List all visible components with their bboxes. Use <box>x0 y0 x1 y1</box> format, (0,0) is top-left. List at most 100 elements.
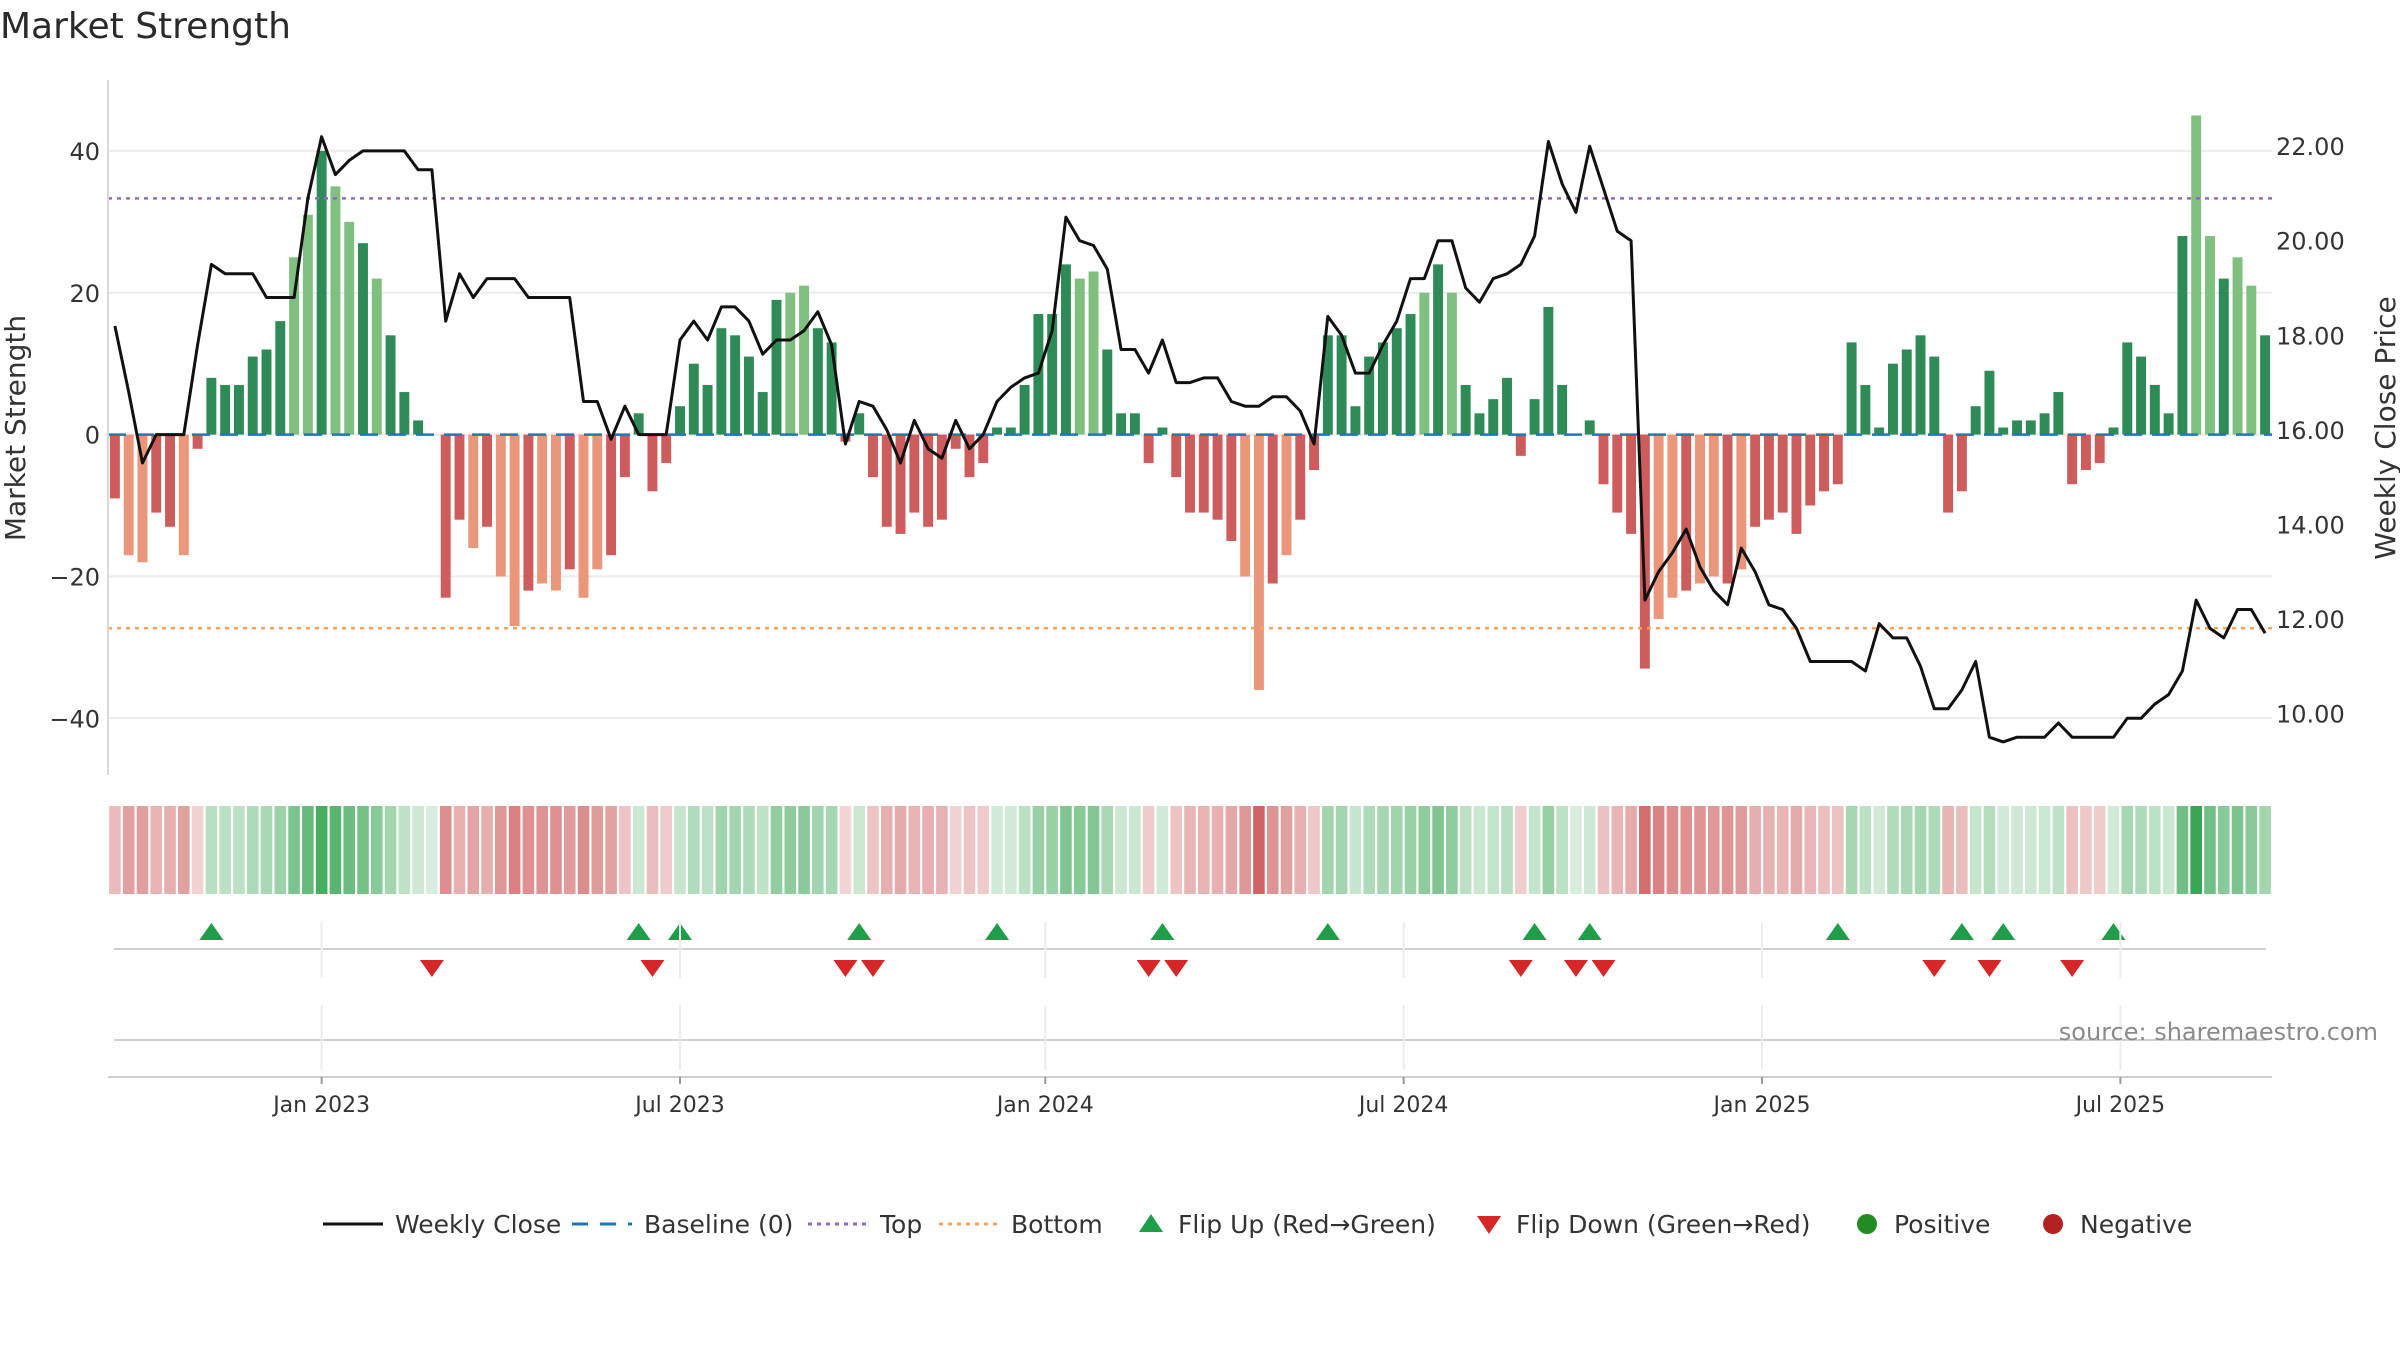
heat-strip-cell <box>1032 806 1045 894</box>
flip-up-marker <box>1315 923 1340 940</box>
strength-bar <box>1750 434 1761 527</box>
strength-bar <box>1887 363 1898 435</box>
strength-bar <box>688 363 699 435</box>
heat-strip-cell <box>1446 806 1458 894</box>
legend-label: Negative <box>2080 1210 2192 1239</box>
flip-down-marker <box>1563 960 1588 977</box>
heat-strip-cell <box>1184 806 1196 894</box>
heat-strip-cell <box>467 806 480 894</box>
flip-down-marker <box>1922 960 1947 977</box>
heat-strip-cell <box>894 806 907 894</box>
heat-strip-cell <box>1790 806 1803 894</box>
heat-strip-cell <box>1087 806 1100 894</box>
heat-strip-cell <box>1570 806 1582 894</box>
y2-tick-label: 12.00 <box>2276 606 2345 634</box>
y-tick-label: 40 <box>69 138 100 166</box>
heat-strip-cell <box>109 806 121 894</box>
legend-label: Baseline (0) <box>644 1210 793 1239</box>
strength-bar <box>247 356 258 435</box>
strength-bar <box>1446 292 1457 435</box>
heat-strip-cell <box>2052 806 2065 894</box>
y2-axis-label: Weekly Close Price <box>2369 296 2400 559</box>
heat-strip-cell <box>1983 806 1996 894</box>
strength-bar <box>1763 434 1774 520</box>
strength-bar <box>2012 420 2022 435</box>
strength-bar <box>330 186 341 435</box>
strength-bar <box>2232 257 2243 435</box>
heat-strip-cell <box>1211 806 1224 894</box>
strength-bar <box>302 214 313 435</box>
heat-strip-cell <box>357 806 369 894</box>
strength-bar <box>523 434 534 591</box>
strength-bar <box>1143 434 1154 463</box>
strength-bar <box>1350 406 1361 435</box>
strength-bar <box>1667 434 1678 598</box>
strength-bar <box>537 434 548 584</box>
flip-down-marker <box>1136 960 1161 977</box>
strength-bar <box>2094 434 2105 463</box>
heat-strip-cell <box>1763 806 1775 894</box>
strength-bar <box>2163 413 2174 435</box>
heat-strip-cell <box>1832 806 1844 894</box>
strength-bar <box>1502 377 1512 435</box>
strength-bar <box>992 427 1002 435</box>
strength-bar <box>785 292 796 435</box>
heat-strip-cell <box>1556 806 1568 894</box>
strength-bar <box>413 420 424 435</box>
heat-strip-cell <box>1997 806 2010 894</box>
heat-strip-cell <box>1542 806 1555 894</box>
heat-strip-cell <box>122 806 135 894</box>
heat-strip-cell <box>1115 806 1127 894</box>
y2-tick-label: 18.00 <box>2276 322 2345 350</box>
y-axis-label: Market Strength <box>0 315 32 541</box>
heat-strip-cell <box>1266 806 1279 894</box>
y2-tick-label: 16.00 <box>2276 417 2345 445</box>
strength-bar <box>109 434 120 499</box>
strength-bar <box>950 434 961 449</box>
strength-bar <box>371 278 382 435</box>
flip-down-marker <box>1591 960 1616 977</box>
heat-strip-cell <box>688 806 700 894</box>
strength-bar <box>1047 314 1058 435</box>
heat-strip-cell <box>370 806 383 894</box>
heat-strip-cell <box>1418 806 1431 894</box>
heat-strip-cell <box>1818 806 1830 894</box>
heat-strip-cell <box>1694 806 1706 894</box>
flip-up-marker <box>847 923 872 940</box>
heat-strip-cell <box>495 806 507 894</box>
strength-bar <box>1391 328 1402 435</box>
heat-strip-cell <box>1597 806 1610 894</box>
strength-bar <box>2218 278 2229 435</box>
strength-bar <box>675 406 685 435</box>
heat-strip-cell <box>2080 806 2092 894</box>
strength-bar <box>192 434 203 449</box>
flip-up-marker <box>626 923 651 940</box>
heat-strip-cell <box>2162 806 2175 894</box>
strength-bar <box>1929 356 1940 435</box>
heat-strip-cell <box>1707 806 1720 894</box>
strength-bar <box>564 434 575 570</box>
strength-bar <box>619 434 630 478</box>
heat-strip-cell <box>1404 806 1417 894</box>
strength-bar <box>1171 434 1182 478</box>
heat-strip-cell <box>756 806 769 894</box>
strength-bar <box>1584 420 1595 435</box>
strength-bar <box>757 392 768 435</box>
strength-bar <box>151 434 162 513</box>
heat-strip-cell <box>674 806 686 894</box>
strength-bar <box>2260 335 2271 435</box>
strength-bar <box>2053 392 2064 435</box>
y-tick-label: 0 <box>85 422 100 450</box>
heat-strip-cell <box>908 806 921 894</box>
heat-strip-cell <box>178 806 190 894</box>
heat-strip-cell <box>1652 806 1665 894</box>
strength-bar <box>702 384 713 435</box>
heat-strip-cell <box>453 806 466 894</box>
heat-strip-cell <box>550 806 562 894</box>
strength-bar <box>964 434 975 478</box>
flip-down-marker <box>419 960 444 977</box>
legend: Weekly Close Baseline (0) Top Bottom Flip Up… <box>323 1210 2192 1239</box>
heat-strip-cell <box>2107 806 2120 894</box>
strength-bar <box>1060 264 1071 435</box>
strength-bar <box>1557 384 1568 435</box>
